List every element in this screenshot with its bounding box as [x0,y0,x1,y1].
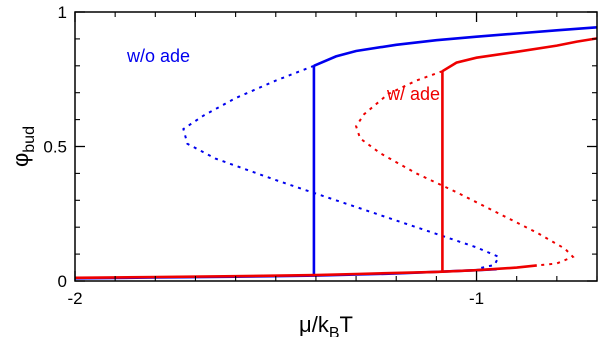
y-tick-label: 1 [58,3,67,22]
x-tick-label: -2 [67,289,82,308]
series-1-unstable-branch [182,64,500,270]
series-1-label: w/o ade [126,46,190,66]
series-2-label: w/ ade [386,84,440,104]
series-1-upper-branch [313,26,598,67]
x-axis-label-sub: B [329,325,340,337]
y-tick-label: 0 [58,272,67,291]
series-2-lower-branch [74,264,537,280]
y-axis-label-main: φ [8,153,33,167]
y-axis-label: φbud [8,126,38,167]
series-layer [74,26,598,280]
x-axis-label: μ/kBT [299,312,353,337]
x-tick-label: -1 [469,289,484,308]
series-2-upper-branch [441,37,598,73]
labels-layer: 0 0.5 1 -2 -1 w/o ade w/ ade [43,3,484,308]
x-axis-label-suffix: T [340,312,353,337]
x-axis-label-main: μ/k [299,312,330,337]
y-axis-label-sub: bud [21,126,38,153]
y-tick-label: 0.5 [43,138,67,157]
ticks-layer [74,11,598,282]
series-2 [74,37,598,280]
